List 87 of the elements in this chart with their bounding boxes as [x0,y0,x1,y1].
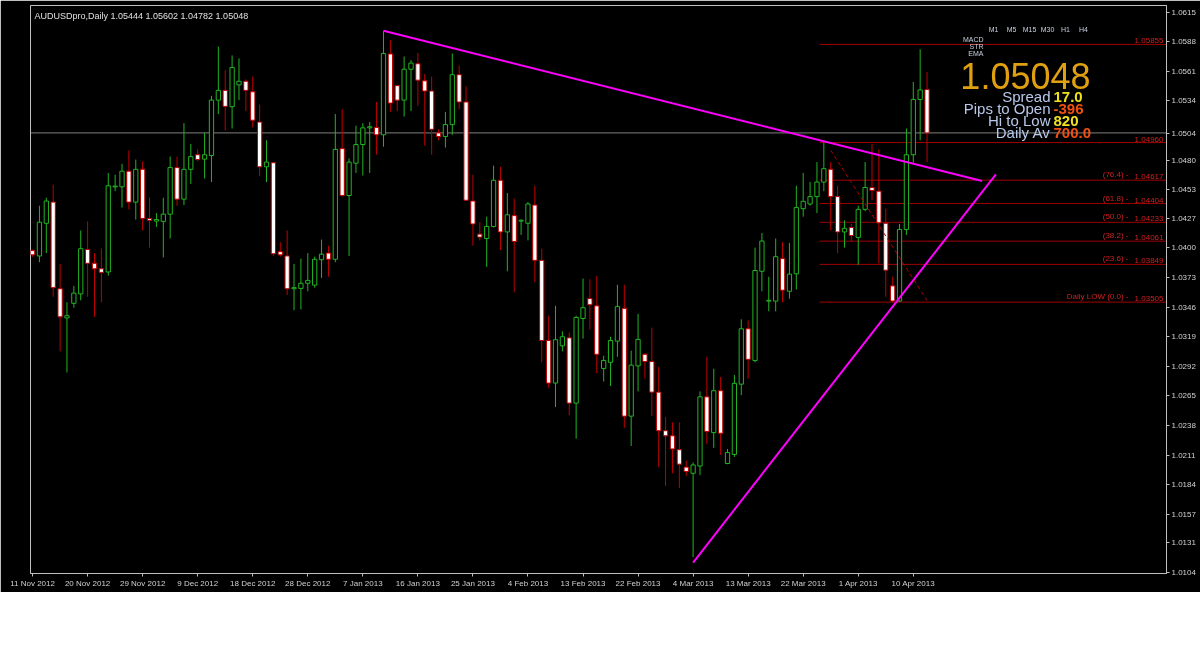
y-tick-label: 1.0211 [1171,450,1196,460]
candlestick [559,330,566,352]
candlestick [869,143,875,201]
candlestick [484,216,490,268]
y-tick-label: 1.0319 [1171,332,1197,342]
y-tick-label: 1.0427 [1171,213,1197,223]
candlestick [607,336,614,387]
candlestick [64,301,70,374]
y-tick-label: 1.0157 [1171,509,1197,519]
candlestick [477,221,483,241]
candlestick [373,101,380,156]
x-tick-label: 4 Feb 2013 [507,578,549,588]
y-tick-label: 1.0238 [1171,420,1197,430]
ref-line-label: 1.05855 [1134,36,1165,46]
ref-line-label: 1.04061 [1134,233,1165,243]
candlestick [786,242,793,300]
ref-line-label: 1.04404 [1134,195,1165,205]
y-tick-label: 1.0615 [1171,7,1197,17]
y-tick-label: 1.0184 [1171,480,1197,490]
y-tick-label: 1.0131 [1171,538,1197,548]
x-tick-label: 13 Feb 2013 [560,578,607,588]
candlestick [367,121,373,174]
x-tick-label: 29 Nov 2012 [119,578,166,588]
x-tick-label: 16 Jan 2013 [395,578,441,588]
y-tick-label: 1.0534 [1171,96,1197,106]
x-tick-label: 13 Mar 2013 [725,578,772,588]
candlestick [587,278,593,331]
y-tick-label: 1.0104 [1171,567,1197,577]
annotation: (50.0) - [1102,212,1129,222]
x-tick-label: 22 Feb 2013 [615,578,662,588]
y-tick-label: 1.0292 [1171,361,1197,371]
y-tick-label: 1.0588 [1171,37,1197,47]
annotation: Daily LOW (0.0) - [1066,292,1129,302]
y-tick-label: 1.0504 [1171,129,1197,139]
x-tick-label: 20 Nov 2012 [64,578,111,588]
candlestick [415,52,421,107]
candlestick [201,132,208,179]
x-tick-label: 22 Mar 2013 [780,578,827,588]
candlestick [504,192,510,272]
candlestick [841,219,848,249]
annotation: (61.8) - [1102,193,1129,203]
candlestick [91,252,98,318]
y-tick-label: 1.0346 [1171,302,1197,312]
ref-line-label: 1.03505 [1134,294,1165,304]
ref-line-label: 1.03849 [1134,256,1165,266]
annotation: (23.6) - [1102,254,1129,264]
y-tick-label: 1.0480 [1171,155,1197,165]
candlestick [662,416,669,487]
y-tick-label: 1.0265 [1171,391,1197,401]
annotation: (38.2) - [1102,231,1129,241]
candlestick [243,78,249,112]
y-tick-label: 1.0400 [1171,243,1197,253]
x-tick-label: 4 Mar 2013 [672,578,714,588]
x-tick-label: 10 Apr 2013 [891,578,936,588]
candlestick [43,197,49,254]
candlestick [669,421,676,474]
candlestick [601,355,607,383]
y-tick-label: 1.0561 [1171,66,1197,76]
candlestick [821,142,827,192]
candlestick [442,111,449,148]
x-tick-label: 9 Dec 2012 [177,578,219,588]
x-tick-label: 1 Apr 2013 [838,578,878,588]
candlestick [408,59,414,112]
text: AUDUSDpro,Daily 1.05444 1.05602 1.04782 1.05048 [34,10,249,21]
x-tick-label: 18 Dec 2012 [230,578,276,588]
y-tick-label: 1.0453 [1171,185,1197,195]
x-tick-label: 11 Nov 2012 [10,578,56,588]
candlestick [215,46,221,115]
candlestick [222,69,228,131]
candlestick [146,196,153,249]
candlestick [84,220,91,298]
candlestick [676,421,682,489]
candlestick [263,139,270,183]
candlestick [890,276,896,303]
candlestick [318,239,325,279]
x-tick-label: 28 Dec 2012 [285,578,332,588]
candlestick [98,247,104,303]
candlestick [160,197,166,258]
ref-line-label: 1.04960 [1134,134,1165,144]
y-tick-label: 1.0373 [1171,272,1197,282]
x-tick-label: 25 Jan 2013 [450,578,496,588]
x-tick-label: 7 Jan 2013 [343,578,384,588]
ref-line-label: 1.04617 [1134,172,1165,182]
annotation: (76.4) - [1102,170,1129,180]
candlestick [325,245,332,278]
ref-line-label: 1.04233 [1134,214,1165,224]
candlestick [470,174,476,247]
